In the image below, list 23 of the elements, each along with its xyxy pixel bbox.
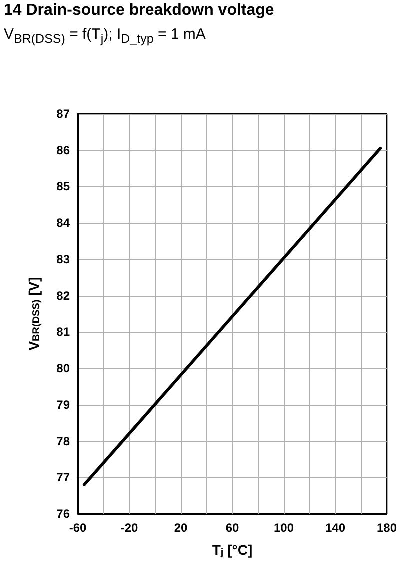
chart-title: 14 Drain-source breakdown voltage [4,2,274,20]
y-tick-label: 81 [56,325,70,340]
y-axis-title: VBR(DSS) [V] [26,277,42,351]
y-tick-label: 83 [56,252,70,266]
chart-subtitle: V$_{BR(DSS)}$ = f(T$_{j}$); I$_{D_typ}$ = 1 mA [4,26,206,46]
y-tick-label: 87 [56,107,70,121]
x-axis-title: Tj [°C] [212,542,253,558]
x-tick-label: 180 [376,521,398,535]
y-tick-label: 78 [56,434,70,448]
x-tick-label: 100 [274,521,294,535]
y-tick-label: 86 [56,143,70,158]
x-tick-label: -20 [120,521,138,535]
x-tick-label: -60 [69,521,87,535]
y-tick-label: 80 [56,362,70,376]
y-tick-label: 77 [56,470,70,485]
y-tick-label: 84 [56,216,70,230]
x-tick-label: 140 [325,521,346,535]
y-tick-label: 76 [56,507,70,521]
y-tick-label: 82 [56,288,70,303]
x-tick-label: 60 [226,521,240,535]
x-tick-label: 20 [174,521,188,535]
y-tick-label: 85 [56,180,70,194]
y-tick-label: 79 [56,398,70,412]
